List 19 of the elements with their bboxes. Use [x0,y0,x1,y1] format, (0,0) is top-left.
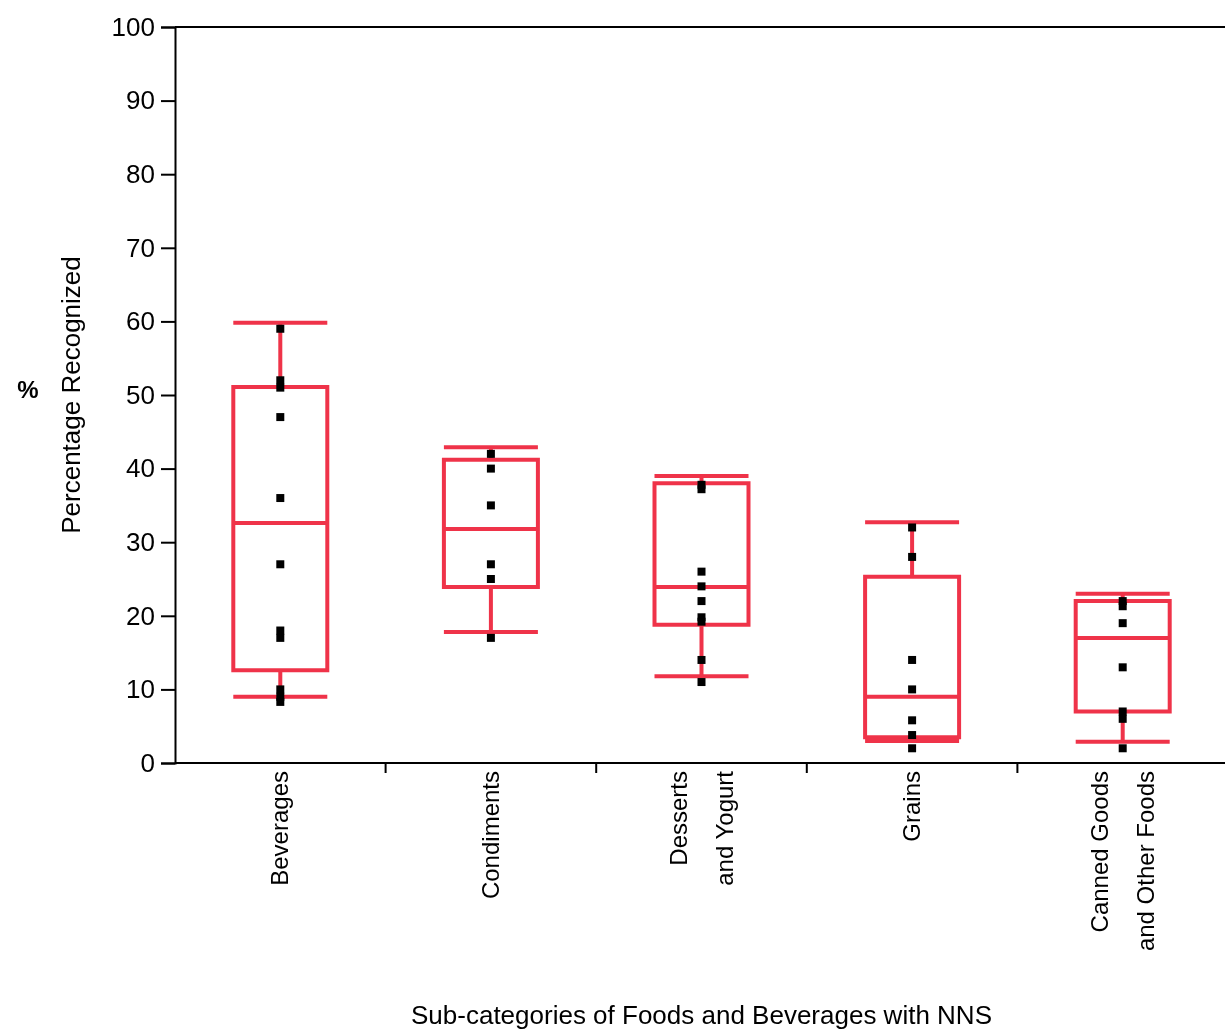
x-tick-label: Desserts and Yogurt [664,770,738,886]
x-tick-label: Condiments [476,771,504,900]
x-tick-label: Canned Goods and Other Foods [1085,771,1159,952]
x-axis-title: Sub-categories of Foods and Beverages with NNS [411,1000,992,1030]
y-tick-label: 30 [126,527,155,558]
y-tick-label: 40 [126,453,155,484]
y-tick-label: 100 [111,11,155,42]
y-tick-label: 0 [140,747,155,778]
y-tick-label: 90 [126,85,155,116]
y-tick-label: 70 [126,232,155,263]
y-tick-label: 10 [126,674,155,705]
text: % [17,376,39,403]
y-tick-label: 20 [126,600,155,631]
y-axis-title: Percentage Recognized [56,256,86,534]
y-tick-label: 50 [126,379,155,410]
x-tick-label: Beverages [266,771,294,886]
y-tick-label: 60 [126,306,155,337]
x-tick-label: Grains [898,771,926,842]
y-tick-label: 80 [126,159,155,190]
